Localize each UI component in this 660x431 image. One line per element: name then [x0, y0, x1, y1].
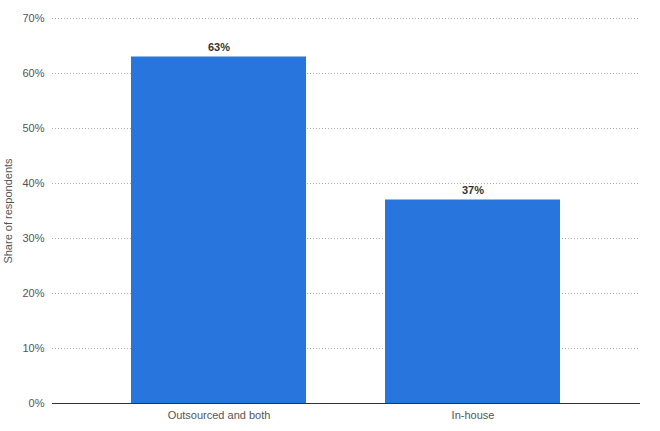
svg-text:60%: 60% [22, 67, 44, 79]
svg-text:0%: 0% [29, 397, 45, 409]
svg-text:In-house: In-house [452, 409, 495, 421]
svg-text:63%: 63% [208, 41, 230, 53]
svg-text:37%: 37% [462, 184, 484, 196]
svg-text:20%: 20% [22, 287, 44, 299]
svg-text:40%: 40% [22, 177, 44, 189]
svg-text:Share of respondents: Share of respondents [2, 158, 14, 264]
svg-text:70%: 70% [22, 12, 44, 24]
svg-text:50%: 50% [22, 122, 44, 134]
svg-text:30%: 30% [22, 232, 44, 244]
svg-text:10%: 10% [22, 342, 44, 354]
svg-text:Outsourced and both: Outsourced and both [168, 409, 271, 421]
